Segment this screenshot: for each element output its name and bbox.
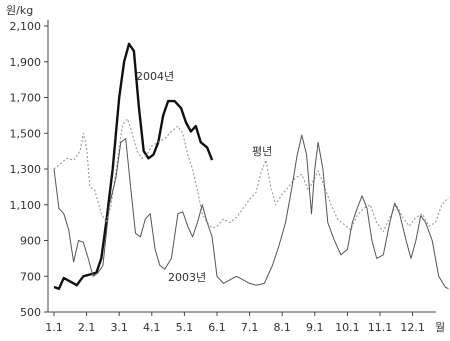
chart-axes: 원/kg bbox=[6, 4, 436, 313]
x-axis-label: 월 bbox=[435, 321, 445, 334]
y-tick-label: 1,900 bbox=[10, 56, 42, 69]
chart-series-lines bbox=[53, 42, 449, 290]
series-line-2004년 bbox=[53, 42, 214, 290]
x-tick-label: 12.1 bbox=[400, 321, 425, 334]
series-line-평년 bbox=[53, 118, 449, 233]
y-tick-label: 1,700 bbox=[10, 92, 42, 105]
y-tick-label: 2,100 bbox=[10, 20, 42, 33]
x-axis-ticks: 1.1 2.1 3.1 4.1 5.1 6.1 7.1 8.1 9.1 10.1 11.1 12.1 월 bbox=[45, 312, 445, 334]
y-tick-label: 1,500 bbox=[10, 127, 42, 140]
x-tick-label: 11.1 bbox=[368, 321, 393, 334]
y-tick-label: 500 bbox=[20, 306, 41, 319]
x-tick-label: 2.1 bbox=[78, 321, 96, 334]
x-tick-label: 3.1 bbox=[110, 321, 128, 334]
y-tick-label: 900 bbox=[20, 235, 41, 248]
series-label: 평년 bbox=[252, 145, 272, 158]
x-tick-label: 5.1 bbox=[176, 321, 194, 334]
x-tick-label: 9.1 bbox=[306, 321, 324, 334]
y-tick-label: 1,300 bbox=[10, 163, 42, 176]
x-tick-label: 1.1 bbox=[45, 321, 63, 334]
x-tick-label: 4.1 bbox=[143, 321, 161, 334]
x-tick-label: 7.1 bbox=[241, 321, 259, 334]
x-tick-label: 8.1 bbox=[273, 321, 291, 334]
y-tick-label: 1,100 bbox=[10, 199, 42, 212]
y-axis-ticks: 500 700 900 1,100 1,300 1,500 1,700 1,900 2,100 bbox=[10, 20, 48, 319]
x-tick-label: 10.1 bbox=[335, 321, 360, 334]
x-tick-label: 6.1 bbox=[208, 321, 226, 334]
series-label: 2003년 bbox=[168, 271, 206, 284]
series-label: 2004년 bbox=[136, 70, 174, 83]
y-axis-label: 원/kg bbox=[6, 4, 33, 17]
y-tick-label: 700 bbox=[20, 270, 41, 283]
series-line-2003년 bbox=[53, 134, 449, 290]
